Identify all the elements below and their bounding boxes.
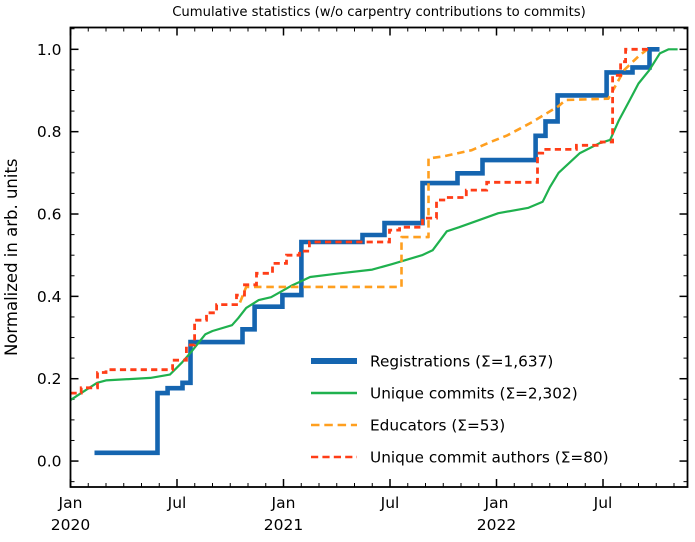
series-line-educators xyxy=(238,48,651,303)
x-tick-label: Jul xyxy=(593,494,613,512)
x-tick-year-label: 2021 xyxy=(264,516,303,534)
y-tick-label: 1.0 xyxy=(37,41,62,59)
x-tick-year-label: 2022 xyxy=(477,516,516,534)
legend-label-unique-commits: Unique commits (Σ=2,302) xyxy=(370,385,578,403)
legend-label-unique-commit-authors: Unique commit authors (Σ=80) xyxy=(370,449,609,467)
legend-label-registrations: Registrations (Σ=1,637) xyxy=(370,353,553,371)
y-axis-label: Normalized in arb. units xyxy=(2,158,21,356)
y-tick-label: 0.0 xyxy=(37,453,62,471)
series-line-registrations xyxy=(94,47,660,456)
x-tick-label: Jul xyxy=(167,494,187,512)
x-tick-label: Jul xyxy=(380,494,400,512)
x-tick-label: Jan xyxy=(58,494,83,512)
series-line-unique-commit-authors xyxy=(70,47,650,395)
y-tick-label: 0.8 xyxy=(37,123,62,141)
x-tick-label: Jan xyxy=(484,494,509,512)
x-tick-year-label: 2020 xyxy=(51,516,90,534)
series-line-unique-commits xyxy=(69,48,678,402)
legend-label-educators: Educators (Σ=53) xyxy=(370,417,505,435)
y-tick-label: 0.2 xyxy=(37,370,62,388)
y-tick-label: 0.6 xyxy=(37,206,62,224)
chart-title: Cumulative statistics (w/o carpentry con… xyxy=(172,5,586,20)
y-tick-label: 0.4 xyxy=(37,288,62,306)
plot-frame xyxy=(69,26,689,488)
x-tick-label: Jan xyxy=(271,494,296,512)
